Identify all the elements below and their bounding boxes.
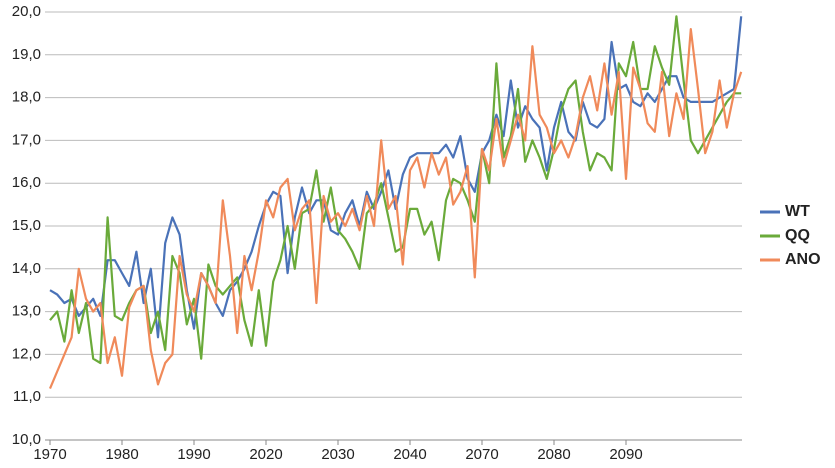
y-tick-label: 20,0: [12, 3, 41, 20]
x-tick-label: 2030: [321, 446, 354, 463]
y-tick-label: 18,0: [12, 89, 41, 106]
x-tick-label: 2070: [465, 446, 498, 463]
y-tick-label: 14,0: [12, 260, 41, 277]
x-tick-label: 2080: [537, 446, 570, 463]
y-tick-label: 19,0: [12, 46, 41, 63]
y-tick-label: 11,0: [13, 388, 41, 405]
y-tick-label: 13,0: [12, 303, 41, 320]
x-tick-label: 1990: [177, 446, 210, 463]
x-tick-label: 1980: [105, 446, 138, 463]
legend-label: WT: [785, 203, 810, 220]
line-series: [49, 15, 742, 365]
y-tick-label: 15,0: [12, 217, 41, 234]
x-tick-label: 2020: [249, 446, 282, 463]
x-tick-label: 2040: [393, 446, 426, 463]
legend-label: ANO: [785, 251, 821, 268]
y-tick-label: 12,0: [12, 345, 41, 362]
line-series: [49, 16, 743, 339]
y-tick-label: 17,0: [12, 131, 41, 148]
y-tick-label: 10,0: [12, 431, 41, 448]
line-series: [48, 28, 743, 390]
x-tick-label: 1970: [33, 446, 66, 463]
y-tick-label: 16,0: [12, 174, 41, 191]
legend-label: QQ: [785, 227, 810, 244]
x-tick-label: 2090: [609, 446, 642, 463]
